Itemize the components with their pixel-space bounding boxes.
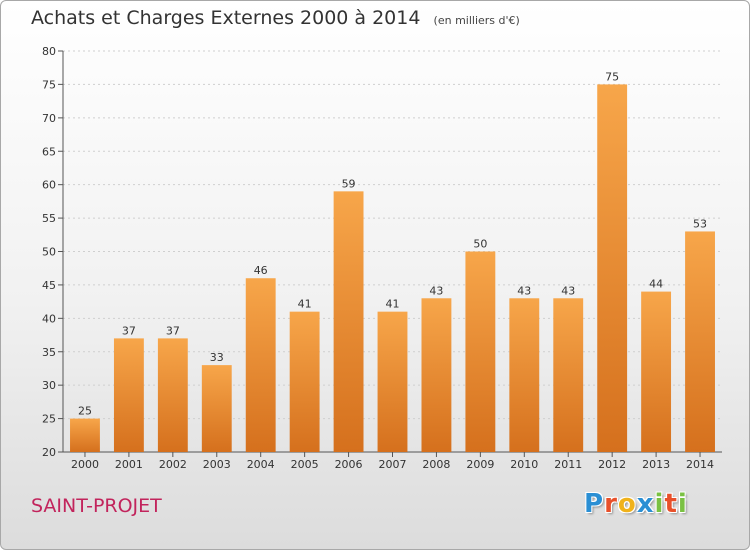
bar (245, 278, 276, 452)
bar (421, 298, 452, 452)
y-tick-label: 45 (42, 279, 56, 292)
bar (641, 291, 672, 452)
x-tick-label: 2001 (115, 458, 143, 471)
data-label: 37 (166, 324, 180, 337)
logo-letter: i (677, 489, 688, 519)
data-label: 41 (386, 298, 400, 311)
bar (465, 251, 496, 452)
chart-title: Achats et Charges Externes 2000 à 2014 (31, 7, 421, 29)
data-label: 33 (210, 351, 224, 364)
data-label: 50 (473, 238, 487, 251)
data-label: 46 (254, 264, 268, 277)
data-label: 75 (605, 70, 619, 83)
y-tick-label: 60 (42, 179, 56, 192)
bar (289, 311, 320, 452)
data-label: 43 (561, 284, 575, 297)
y-tick-label: 80 (42, 45, 56, 58)
y-tick-label: 70 (42, 112, 56, 125)
y-tick-label: 40 (42, 312, 56, 325)
place-name: SAINT-PROJET (31, 495, 162, 517)
x-tick-label: 2013 (642, 458, 670, 471)
x-tick-label: 2012 (598, 458, 626, 471)
y-tick-label: 30 (42, 379, 56, 392)
bar (377, 311, 408, 452)
data-label: 37 (122, 324, 136, 337)
y-tick-label: 50 (42, 246, 56, 259)
logo-letter: r (604, 489, 618, 519)
logo-letter: x (636, 489, 655, 519)
x-tick-label: 2005 (291, 458, 319, 471)
y-tick-label: 20 (42, 446, 56, 459)
data-label: 53 (693, 217, 707, 230)
logo-letter: i (654, 489, 665, 519)
x-tick-label: 2011 (554, 458, 582, 471)
bar (113, 338, 144, 452)
logo-letter: o (617, 489, 637, 519)
bar (157, 338, 188, 452)
y-tick-label: 55 (42, 212, 56, 225)
logo-letter: t (664, 489, 678, 519)
chart-subtitle: (en milliers d'€) (433, 14, 520, 27)
x-tick-label: 2008 (422, 458, 450, 471)
data-label: 44 (649, 278, 663, 291)
x-tick-label: 2000 (71, 458, 99, 471)
data-label: 43 (429, 284, 443, 297)
proxiti-logo: Proxiti (584, 489, 688, 519)
bar (597, 84, 628, 453)
data-label: 25 (78, 405, 92, 418)
bar (509, 298, 540, 452)
data-label: 41 (298, 298, 312, 311)
bar (685, 231, 715, 452)
bar (333, 191, 364, 452)
y-tick-label: 35 (42, 346, 56, 359)
y-tick-label: 65 (42, 145, 56, 158)
labels: 20 25 30 35 40 45 50 55 60 65 70 75 80 25 2000 37 2001 37… (42, 45, 714, 471)
data-label: 43 (517, 284, 531, 297)
x-tick-label: 2014 (686, 458, 714, 471)
logo-letter: P (584, 489, 605, 519)
x-tick-label: 2003 (203, 458, 231, 471)
title-row: Achats et Charges Externes 2000 à 2014 (… (31, 7, 520, 29)
x-tick-label: 2010 (510, 458, 538, 471)
x-tick-label: 2002 (159, 458, 187, 471)
x-tick-label: 2004 (247, 458, 275, 471)
y-tick-label: 25 (42, 413, 56, 426)
data-label: 59 (342, 177, 356, 190)
x-tick-label: 2006 (335, 458, 363, 471)
bar (201, 365, 232, 452)
y-tick-label: 75 (42, 78, 56, 91)
x-tick-label: 2007 (379, 458, 407, 471)
bar (553, 298, 584, 452)
x-tick-label: 2009 (466, 458, 494, 471)
bar (70, 418, 100, 452)
bars (70, 84, 715, 453)
